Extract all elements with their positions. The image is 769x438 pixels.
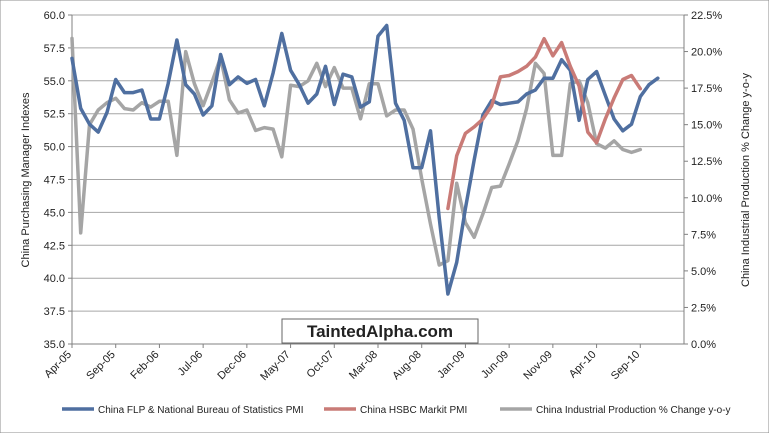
y2-tick-label: 17.5% [691, 83, 722, 95]
right-axis-ticks: 0.0% 2.5% 5.0% 7.5% 10.0% 12.5% 15.0% 17.5% 20.0… [684, 10, 722, 351]
y-axis-title: China Purchasing Manager Indexes [20, 92, 32, 267]
left-axis-ticks: 35.0 37.5 40.0 42.5 45.0 47.5 50.0 52.5 55.0 57.5… [44, 10, 72, 351]
watermark: TaintedAlpha.com [281, 318, 479, 344]
y-tick-label: 37.5 [44, 306, 65, 318]
y-tick-label: 47.5 [44, 175, 65, 187]
watermark-text: TaintedAlpha.com [307, 322, 453, 341]
y2-tick-label: 0.0% [691, 339, 716, 351]
watermark-box [281, 318, 479, 344]
y2-axis-title: China Industrial Production % Change y-o… [740, 73, 752, 288]
y2-tick-label: 2.5% [691, 302, 716, 314]
y2-tick-label: 15.0% [691, 120, 722, 132]
y2-tick-label: 5.0% [691, 266, 716, 278]
series-line-0 [70, 23, 660, 296]
y2-tick-label: 20.0% [691, 47, 722, 59]
y2-tick-label: 12.5% [691, 156, 722, 168]
y-tick-label: 50.0 [44, 142, 65, 154]
y-tick-label: 42.5 [44, 240, 65, 252]
y-tick-label: 52.5 [44, 109, 65, 121]
legend-label: China FLP & National Bureau of Statistic… [98, 405, 303, 416]
series-lines [70, 23, 660, 296]
legend-label: China HSBC Markit PMI [360, 405, 467, 416]
y-tick-label: 57.5 [44, 43, 65, 55]
y2-tick-label: 22.5% [691, 10, 722, 22]
y-tick-label: 40.0 [44, 273, 65, 285]
y2-tick-label: 7.5% [691, 229, 716, 241]
series-line-1 [446, 36, 643, 211]
y-tick-label: 35.0 [44, 339, 65, 351]
legend: China FLP & National Bureau of Statistic… [62, 405, 731, 416]
legend-label: China Industrial Production % Change y-o… [536, 405, 731, 416]
y-tick-label: 55.0 [44, 76, 65, 88]
y2-tick-label: 10.0% [691, 193, 722, 205]
series-line-2 [70, 36, 643, 267]
y-tick-label: 45.0 [44, 207, 65, 219]
y-tick-label: 60.0 [44, 10, 65, 22]
